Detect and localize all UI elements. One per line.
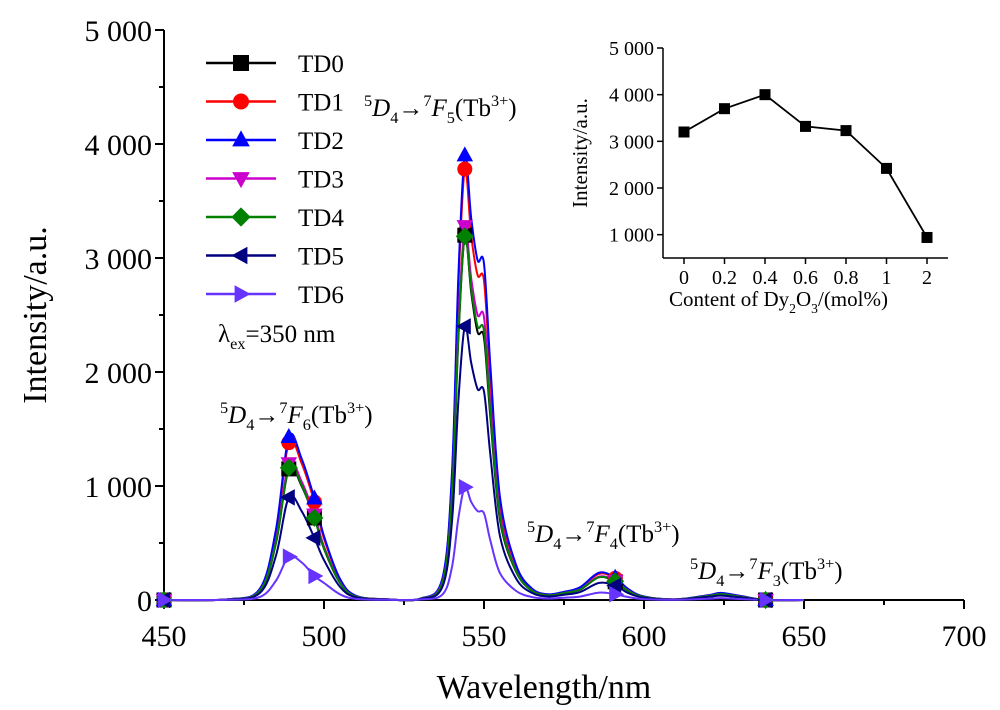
legend-label: TD1 <box>298 90 344 117</box>
inset-y-axis-title: Intensity/a.u. <box>568 98 592 208</box>
x-tick-label: 600 <box>622 620 667 653</box>
inset-data-point <box>800 120 811 132</box>
data-point-td4 <box>305 508 324 527</box>
inset-data-point <box>881 162 892 174</box>
inset-x-tick-label: 2 <box>922 267 932 289</box>
legend-marker-td5 <box>231 246 248 265</box>
legend-label: TD2 <box>298 128 344 155</box>
data-point-td2 <box>280 427 298 443</box>
inset-x-tick-label: 0.2 <box>712 267 737 289</box>
y-tick-label: 4 000 <box>85 129 153 162</box>
annotation-7f6: 5D4→7F6(Tb3+) <box>220 399 373 434</box>
inset-x-tick-label: 0 <box>679 267 689 289</box>
x-tick-label: 650 <box>782 620 827 653</box>
legend-label: TD4 <box>298 205 344 232</box>
annotation-7f4: 5D4→7F4(Tb3+) <box>527 518 680 553</box>
data-point-td2 <box>456 146 474 162</box>
y-tick-label: 0 <box>137 585 152 618</box>
legend-marker-td3 <box>232 172 250 189</box>
legend-marker-td4 <box>231 207 251 227</box>
legend-marker-td1 <box>233 93 249 110</box>
data-point-td2 <box>306 489 323 505</box>
inset-y-tick-label: 3 000 <box>609 131 654 153</box>
series-line-td2 <box>163 153 805 602</box>
inset-data-point <box>759 89 771 101</box>
y-tick-label: 3 000 <box>85 243 153 276</box>
data-point-td4 <box>455 227 474 246</box>
x-tick-label: 450 <box>142 620 187 653</box>
x-tick-label: 700 <box>942 620 987 653</box>
legend-marker-td6 <box>234 285 251 303</box>
legend-label: TD6 <box>298 282 344 309</box>
data-point-td5 <box>606 577 622 594</box>
y-tick-label: 1 000 <box>85 471 153 504</box>
data-point-td5 <box>455 318 471 335</box>
inset-data-point <box>921 231 933 243</box>
inset-y-tick-label: 1 000 <box>609 225 654 247</box>
data-point-td5 <box>279 489 295 506</box>
inset-plot: 0 0.2 0.4 0.6 0.8 1 2 1 000 2 000 3 000 4 000 5 000… <box>568 38 948 316</box>
inset-y-tick-label: 4 000 <box>609 85 654 107</box>
legend-label: TD5 <box>298 244 344 271</box>
annotation-7f3: 5D4→7F3(Tb3+) <box>690 555 843 590</box>
inset-data-point <box>840 125 852 137</box>
inset-data-point <box>678 126 690 138</box>
x-tick-label: 500 <box>302 620 347 653</box>
data-point-td6 <box>609 586 625 603</box>
series-line-td1 <box>163 167 805 602</box>
data-point-td6 <box>458 478 474 496</box>
inset-y-tick-label: 2 000 <box>609 178 654 200</box>
x-tick-label: 550 <box>462 620 507 653</box>
legend: TD0 TD1 TD2 TD3 TD4 TD5 TD6 <box>206 51 344 309</box>
legend-marker-td2 <box>232 130 250 147</box>
inset-x-tick-label: 1 <box>882 267 892 289</box>
legend-label: TD3 <box>298 167 344 194</box>
data-point-td6 <box>158 591 173 609</box>
legend-marker-td0 <box>233 55 249 71</box>
annotation-7f5: 5D4→7F5(Tb3+) <box>364 92 517 127</box>
y-tick-label: 2 000 <box>85 357 153 390</box>
inset-x-axis-title: Content of Dy2O3/(mol%) <box>669 287 888 316</box>
main-plot: 450 500 550 600 650 700 0 1 000 2 000 3 000 4 000 5… <box>17 15 987 706</box>
data-point-td4 <box>279 458 298 477</box>
x-axis-title: Wavelength/nm <box>437 669 651 706</box>
inset-x-tick-label: 0.8 <box>834 267 859 289</box>
data-point-td6 <box>282 548 298 565</box>
inset-data-point <box>719 103 730 115</box>
excitation-label: λex=350 nm <box>218 321 336 353</box>
data-point-td6 <box>759 591 775 609</box>
inset-x-tick-label: 0.4 <box>753 267 778 289</box>
data-point-td1 <box>457 161 473 177</box>
y-axis-title: Intensity/a.u. <box>17 226 54 404</box>
y-tick-label: 5 000 <box>85 15 153 48</box>
data-point-td6 <box>308 567 324 585</box>
legend-label: TD0 <box>298 51 344 78</box>
inset-y-tick-label: 5 000 <box>609 38 654 60</box>
inset-x-tick-label: 0.6 <box>793 267 818 289</box>
data-point-td5 <box>305 529 321 547</box>
